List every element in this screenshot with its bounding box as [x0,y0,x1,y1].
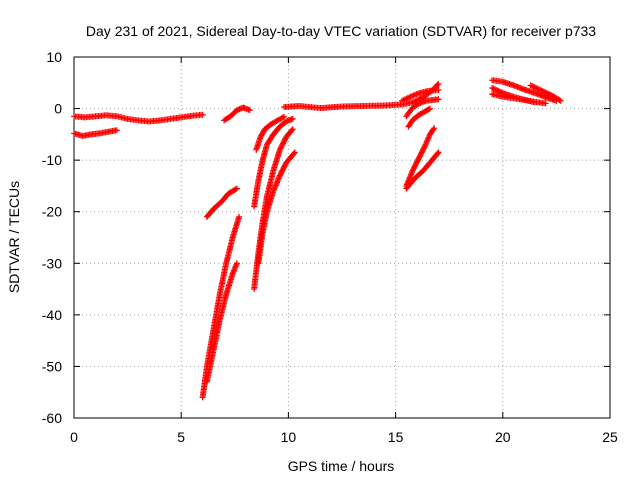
data-point [491,86,498,93]
data-point [431,125,438,132]
data-point [236,213,243,220]
data-point [494,87,501,94]
data-point [199,111,206,118]
data-point [545,90,552,97]
data-point [426,105,433,112]
data-series-arc-16 [403,149,442,192]
plot-frame [73,56,611,419]
data-point [233,260,240,267]
data-point [435,96,442,103]
data-point [409,99,416,106]
x-tick-label: 15 [388,429,404,445]
data-point [542,89,549,96]
data-series-arc-13 [403,96,442,120]
data-series-arc-12 [399,87,442,104]
data-point [435,149,442,156]
data-series-arc-7 [251,126,296,293]
data-point [279,114,286,121]
data-point [290,150,297,157]
data-series-arc-10 [253,113,288,153]
data-point [546,91,553,98]
data-series-arc-15 [403,125,438,189]
data-point [541,88,548,95]
data-point [529,83,536,90]
y-tick-label: 0 [54,101,62,117]
chart-title: Day 231 of 2021, Sidereal Day-to-day VTE… [86,23,596,39]
data-series-arc-14 [405,105,433,130]
data-series-arc-8 [251,115,296,210]
y-tick-label: 10 [46,49,62,65]
data-point [530,83,537,90]
data-point [434,81,441,88]
grid-lines [74,57,610,418]
data-point [233,185,240,192]
x-tick-label: 20 [495,429,511,445]
data-points [71,77,564,401]
data-series-arc-1 [71,111,206,125]
data-point [556,97,563,104]
data-series-arc-20 [527,82,564,104]
data-point [542,100,549,107]
data-point [289,115,296,122]
data-point [535,86,542,93]
x-tick-label: 5 [177,429,185,445]
data-series-arc-5 [203,185,240,220]
y-tick-label: -10 [42,152,62,168]
data-point [288,127,295,134]
data-point [533,84,540,91]
data-point [291,149,298,156]
data-point [531,84,538,91]
data-point [538,87,545,94]
data-point [421,142,428,149]
axis-ticks: 0 5 10 15 20 25 -60 -50 -40 -30 -20 -10 0 10 [42,49,618,445]
data-series-arc-6 [221,104,253,124]
data-point [493,86,500,93]
data-point [490,85,497,92]
y-tick-label: -50 [42,358,62,374]
data-series-arc-2 [71,127,120,139]
data-series-arc-9 [255,149,298,267]
data-point [281,113,288,120]
data-point [543,90,550,97]
x-tick-label: 10 [281,429,297,445]
data-point [537,86,544,93]
data-point [489,84,496,91]
data-point [113,127,120,134]
data-point [246,107,253,114]
data-series-arc-4 [203,260,240,385]
x-tick-label: 0 [70,429,78,445]
x-tick-label: 25 [602,429,618,445]
data-point [289,126,296,133]
data-point [435,87,442,94]
y-tick-label: -30 [42,255,62,271]
data-point [425,106,432,113]
data-point [434,150,441,157]
data-point [435,80,442,87]
data-point [557,97,564,104]
y-tick-label: -60 [42,410,62,426]
data-point [232,186,239,193]
data-point [539,88,546,95]
data-series-arc-19 [489,91,538,106]
x-axis-title: GPS time / hours [288,458,395,474]
data-point [531,99,538,106]
data-series-arc-17 [489,77,560,104]
data-point [534,85,541,92]
data-point [527,82,534,89]
data-point [430,126,437,133]
y-axis-title: SDTVAR / TECUs [6,181,22,293]
y-tick-label: -20 [42,204,62,220]
y-tick-label: -40 [42,307,62,323]
